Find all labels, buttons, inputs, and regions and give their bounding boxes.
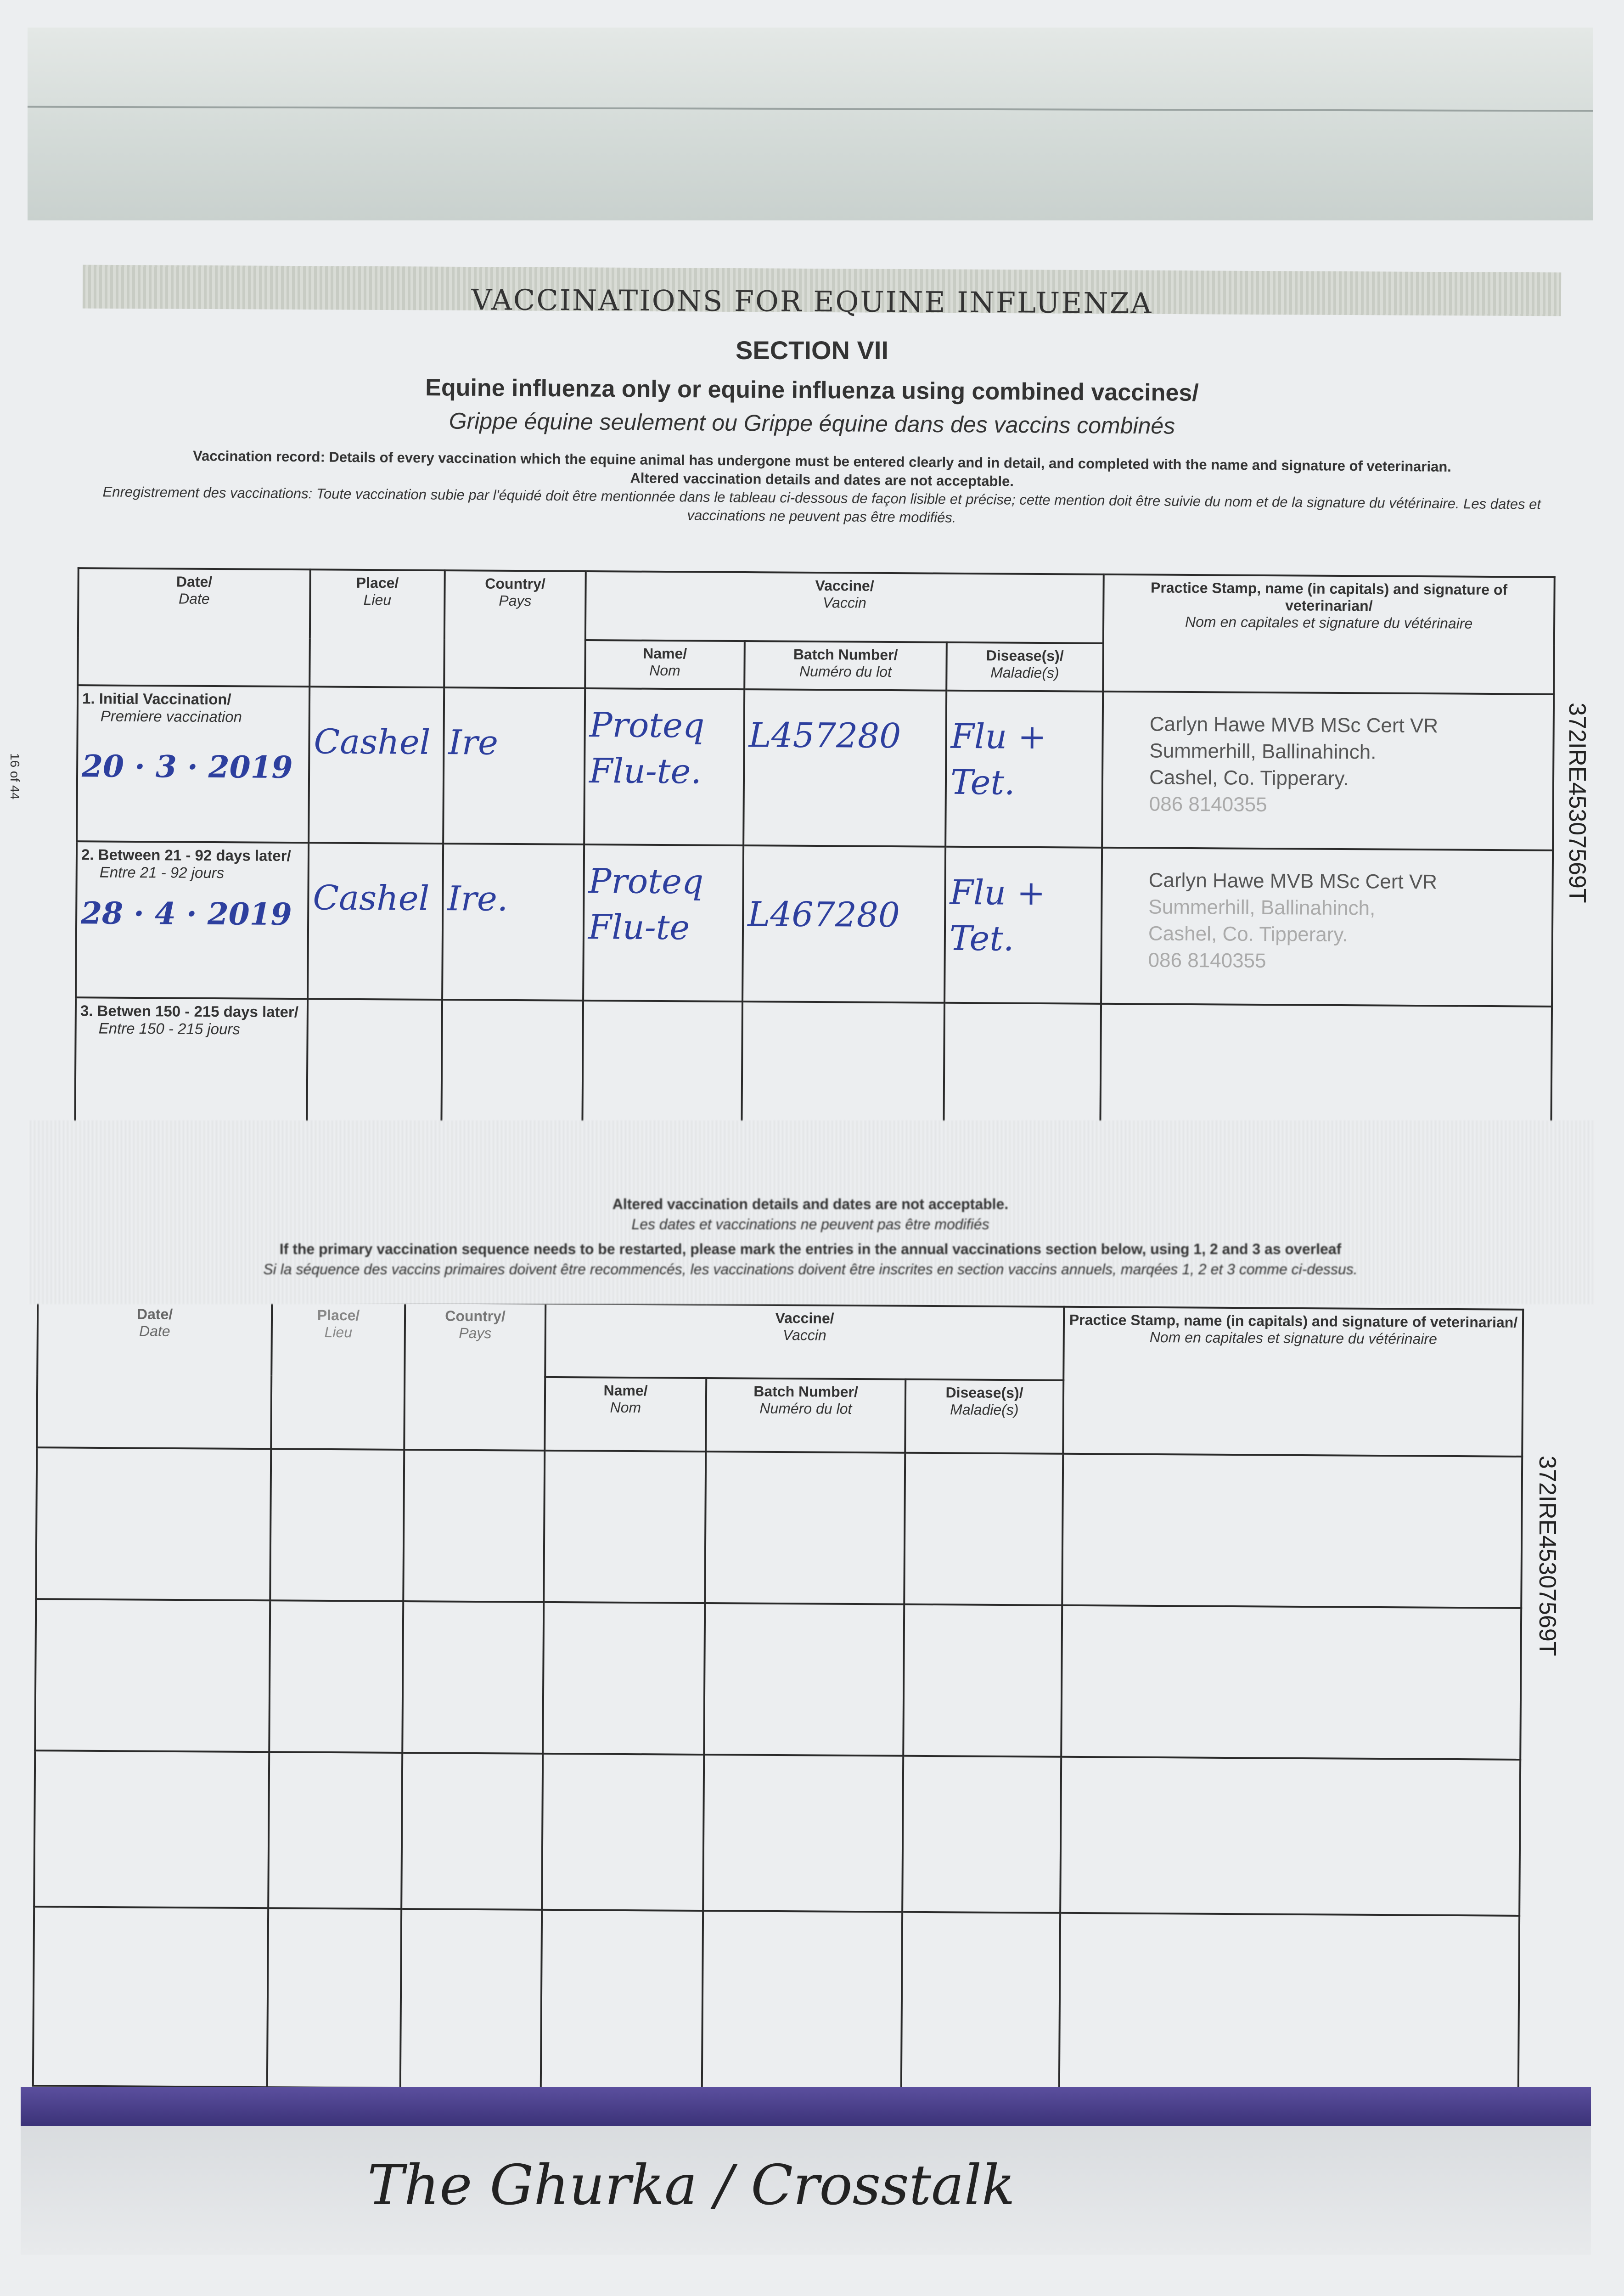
table-row: 1. Initial Vaccination/Premiere vaccinat…	[77, 685, 1554, 850]
primary-vaccination-table: Date/Date Place/Lieu Country/Pays Vaccin…	[74, 567, 1556, 1145]
header-place: Place/Lieu	[271, 1302, 405, 1450]
row-label: 3. Betwen 150 - 215 days later/Entre 150…	[75, 997, 308, 1137]
batch-value: L467280	[742, 845, 946, 1003]
header-date: Date/Date	[78, 568, 310, 687]
altered-fr: Les dates et vaccinations ne peuvent pas…	[631, 1216, 989, 1232]
passport-id: 372IRE45307569T	[1564, 703, 1590, 903]
country-value: Ire	[443, 687, 585, 844]
restart-en: If the primary vaccination sequence need…	[279, 1241, 1342, 1257]
subtitle-fr: Grippe équine seulement ou Grippe équine…	[449, 408, 1175, 439]
scan-bottom-area	[21, 2126, 1591, 2255]
instructions-altered: Altered vaccination details and dates ar…	[630, 470, 1014, 490]
page-number: 16 of 44	[8, 753, 22, 800]
table-row: 2. Between 21 - 92 days later/Entre 21 -…	[76, 841, 1553, 1007]
table-row	[35, 1599, 1522, 1760]
header-disease: Disease(s)/Maladie(s)	[946, 642, 1103, 692]
cover-band	[21, 2087, 1591, 2126]
altered-en: Altered vaccination details and dates ar…	[612, 1196, 1009, 1212]
header-name: Name/Nom	[545, 1377, 707, 1452]
table-row	[34, 1750, 1521, 1916]
vaccine-name-value: Proteq Flu-te	[583, 844, 744, 1002]
scan-top-band	[28, 28, 1593, 220]
row-label: 1. Initial Vaccination/Premiere vaccinat…	[77, 685, 310, 843]
handwritten-horse-name: The Ghurka / Crosstalk	[367, 2154, 1015, 2217]
section-heading: SECTION VII	[736, 336, 888, 365]
table-row	[33, 1907, 1520, 2095]
header-disease: Disease(s)/Maladie(s)	[905, 1379, 1064, 1454]
vaccine-name-value: Proteq Flu-te.	[584, 688, 745, 846]
header-vaccine: Vaccine/Vaccin	[545, 1303, 1064, 1380]
date-value: 20 · 3 · 2019	[81, 748, 293, 786]
header-place: Place/Lieu	[309, 569, 445, 688]
disease-value: Flu + Tet.	[945, 690, 1103, 848]
instructions: Vaccination record: Details of every vac…	[87, 446, 1557, 532]
header-date: Date/Date	[37, 1300, 272, 1449]
instructions-en-label: Vaccination record:	[193, 448, 326, 465]
header-batch: Batch Number/Numéro du lot	[706, 1378, 906, 1453]
header-stamp: Practice Stamp, name (in capitals) and s…	[1063, 1306, 1523, 1457]
vet-stamp: Carlyn Hawe MVB MSc Cert VR Summerhill, B…	[1102, 691, 1554, 850]
header-batch: Batch Number/Numéro du lot	[744, 641, 947, 691]
annual-vaccination-table: Date/Date Place/Lieu Country/Pays Vaccin…	[32, 1300, 1524, 2096]
lower-section-notes: Altered vaccination details and dates ar…	[28, 1120, 1593, 1304]
header-vaccine: Vaccine/Vaccin	[585, 571, 1104, 643]
place-value: Cashel	[309, 687, 444, 844]
header-stamp: Practice Stamp, name (in capitals) and s…	[1103, 574, 1555, 694]
header-country: Country/Pays	[444, 570, 586, 688]
header-country: Country/Pays	[404, 1303, 546, 1451]
header-name: Name/Nom	[585, 640, 745, 690]
instructions-fr-label: Enregistrement des vaccinations:	[102, 484, 313, 502]
batch-value: L457280	[743, 689, 947, 847]
place-value: Cashel	[308, 843, 444, 1000]
table-row	[36, 1447, 1523, 1608]
row-label: 2. Between 21 - 92 days later/Entre 21 -…	[76, 841, 309, 999]
subtitle-en: Equine influenza only or equine influenz…	[425, 374, 1199, 406]
vet-stamp: Carlyn Hawe MVB MSc Cert VR Summerhill, B…	[1101, 847, 1553, 1007]
date-value: 28 · 4 · 2019	[80, 895, 292, 933]
disease-value: Flu + Tet.	[944, 846, 1102, 1004]
country-value: Ire.	[442, 844, 584, 1001]
restart-fr: Si la séquence des vaccins primaires doi…	[263, 1261, 1358, 1277]
passport-id-lower: 372IRE45307569T	[1534, 1456, 1561, 1656]
